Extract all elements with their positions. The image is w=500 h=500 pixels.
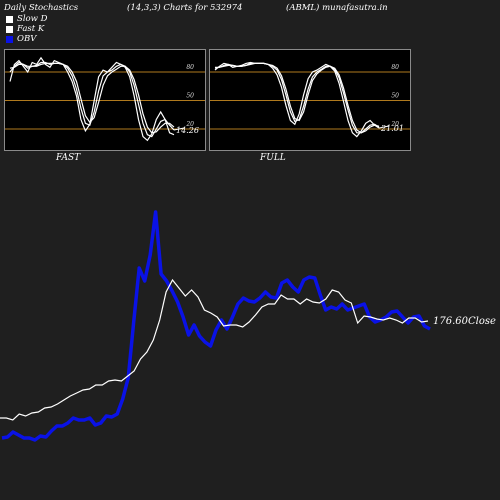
full-series-line (215, 62, 380, 134)
obv-price-chart: 176.60Close (0, 210, 496, 442)
full-end-label: 21.01 (380, 124, 404, 133)
close-price-line (0, 278, 429, 421)
fast-series-line (9, 61, 175, 138)
full-panel-label: FULL (260, 153, 286, 163)
full-level-label: 50 (391, 93, 399, 100)
legend-swatch (6, 35, 13, 43)
legend-swatch (6, 15, 13, 23)
fast-panel-label: FAST (56, 153, 81, 163)
full-level-label: 80 (391, 64, 399, 71)
obv-line (1, 210, 431, 442)
legend-fast-k: Fast K (6, 24, 44, 34)
legend-label: Slow D (17, 14, 48, 24)
chart-parameters: (14,3,3) Charts for 532974 (127, 3, 243, 13)
close-end-label: 176.60Close (433, 316, 496, 327)
legend-slow-d: Slow D (6, 14, 47, 24)
fast-level-label: 20 (185, 121, 194, 128)
fast-end-pointer (173, 127, 185, 131)
full-level-label: 20 (390, 121, 399, 128)
fast-series-line (9, 56, 175, 142)
legend-obv: OBV (6, 34, 36, 44)
fast-end-label: 14.26 (176, 126, 199, 135)
fast-level-label: 50 (186, 93, 194, 100)
legend-label: Fast K (17, 24, 45, 34)
full-end-pointer (378, 125, 390, 129)
symbol-label: (ABML) munafasutra.in (286, 3, 388, 13)
legend-swatch (6, 25, 13, 33)
legend-label: OBV (17, 34, 37, 44)
chart-title: Daily Stochastics (4, 3, 79, 13)
fast-level-label: 80 (186, 64, 194, 71)
fast-series-line (9, 62, 175, 134)
